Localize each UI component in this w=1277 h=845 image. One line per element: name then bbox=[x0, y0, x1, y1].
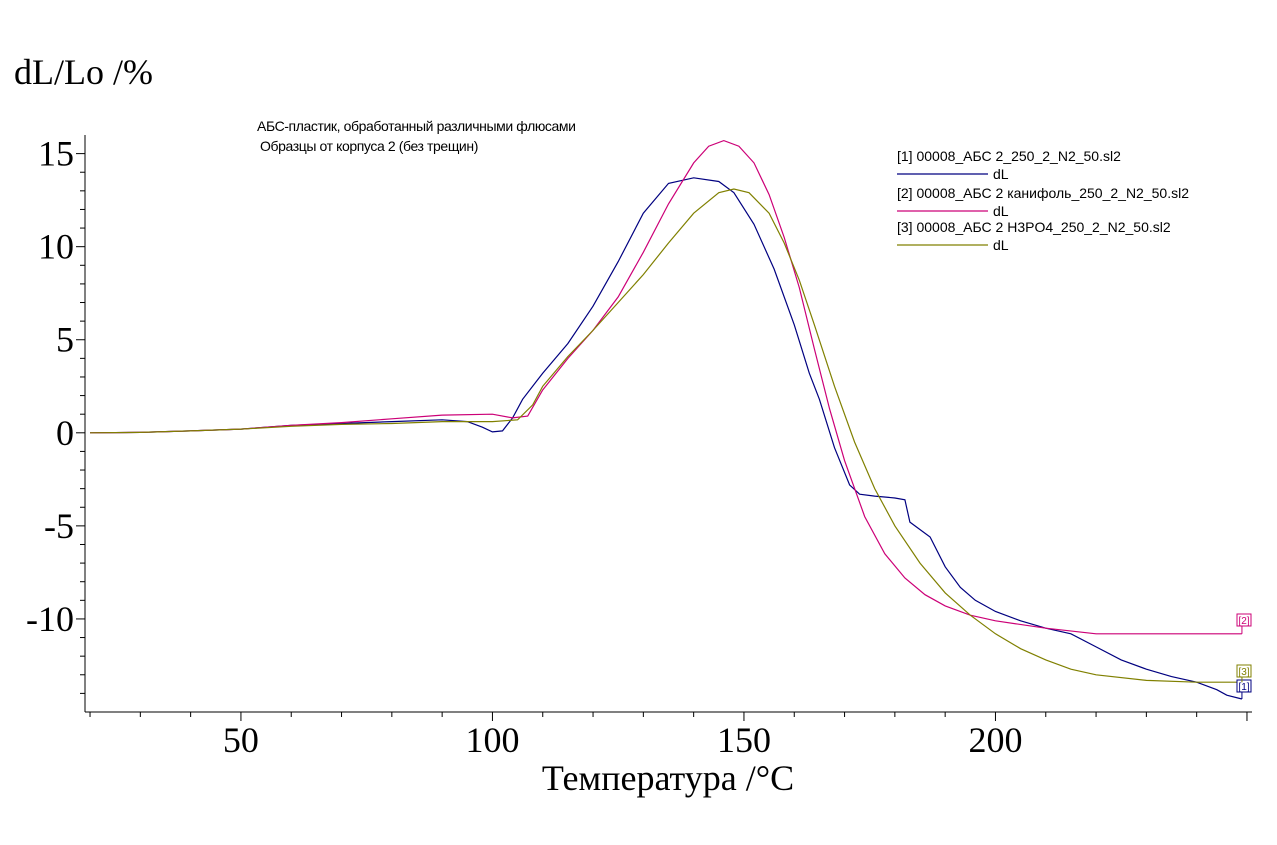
annotation-line-2: Образцы от корпуса 2 (без трещин) bbox=[260, 138, 478, 154]
legend: [1] 00008_АБС 2_250_2_N2_50.sl2 dL [2] 000… bbox=[897, 148, 1189, 253]
legend-dl-label-3: dL bbox=[993, 237, 1009, 253]
end-tag-label-1: [1] bbox=[1238, 682, 1249, 693]
x-tick-label: 150 bbox=[717, 720, 771, 760]
y-axis-label: dL/Lo /% bbox=[14, 52, 153, 92]
end-tag-box-1 bbox=[1236, 679, 1252, 693]
series-line-1 bbox=[89, 177, 1243, 700]
legend-entry-1: [1] 00008_АБС 2_250_2_N2_50.sl2 bbox=[897, 148, 1121, 164]
y-tick-label: 15 bbox=[38, 134, 74, 174]
legend-entry-2: [2] 00008_АБС 2 канифоль_250_2_N2_50.sl2 bbox=[897, 185, 1189, 201]
end-tag-label-2: [2] bbox=[1238, 616, 1249, 627]
x-axis-label: Температура /°C bbox=[542, 758, 794, 798]
y-tick-label: -5 bbox=[44, 506, 74, 546]
y-tick-label: 0 bbox=[56, 413, 74, 453]
y-tick-label: -10 bbox=[26, 599, 74, 639]
y-tick-label: 10 bbox=[38, 227, 74, 267]
legend-dl-label-2: dL bbox=[993, 203, 1009, 219]
x-tick-label: 50 bbox=[223, 720, 259, 760]
end-tag-box-3 bbox=[1236, 664, 1252, 678]
x-tick-label: 100 bbox=[465, 720, 519, 760]
y-tick-label: 5 bbox=[56, 320, 74, 360]
plot-lines bbox=[89, 139, 1243, 700]
annotation-line-1: АБС-пластик, обработанный различными флю… bbox=[257, 118, 576, 134]
series-end-tags: [1] [2] [3] bbox=[1236, 613, 1252, 699]
end-tag-box-2 bbox=[1236, 613, 1252, 627]
end-tag-label-3: [3] bbox=[1238, 667, 1249, 678]
series-line-2 bbox=[89, 139, 1242, 635]
legend-dl-label-1: dL bbox=[993, 166, 1009, 182]
series-line-3 bbox=[89, 188, 1242, 683]
x-tick-label: 200 bbox=[968, 720, 1022, 760]
legend-entry-3: [3] 00008_АБС 2 H3PO4_250_2_N2_50.sl2 bbox=[897, 219, 1171, 235]
